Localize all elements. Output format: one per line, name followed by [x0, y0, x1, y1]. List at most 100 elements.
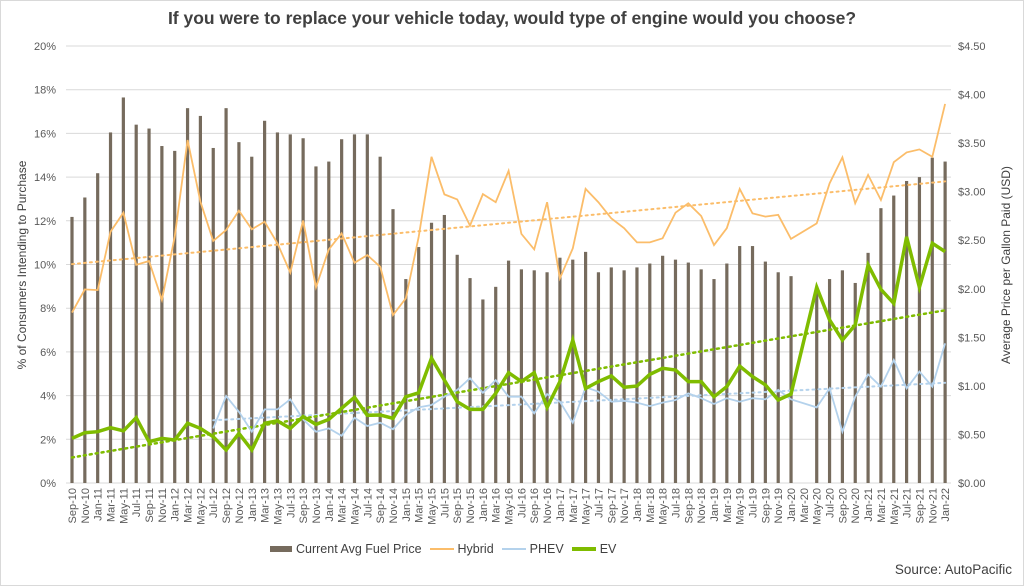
x-tick: May-16 — [504, 488, 516, 525]
y-tick-left: 12% — [34, 216, 56, 228]
x-tick: Sep-15 — [452, 488, 464, 523]
x-tick: Nov-20 — [850, 488, 862, 523]
x-tick: Jan-18 — [632, 488, 644, 522]
bar-fuel-price — [327, 161, 331, 483]
x-tick: Jul-14 — [362, 488, 374, 518]
x-tick: Mar-19 — [722, 488, 734, 523]
bar-fuel-price — [288, 134, 292, 484]
y-tick-right: $2.00 — [958, 284, 986, 296]
x-tick: Sep-13 — [298, 488, 310, 523]
x-tick: Jul-17 — [593, 488, 605, 518]
x-tick: Jul-11 — [131, 488, 143, 517]
source-note: Source: AutoPacific — [894, 562, 1012, 577]
x-tick: Jan-20 — [786, 488, 798, 522]
bar-fuel-price — [455, 254, 459, 483]
bar-fuel-price — [237, 142, 241, 483]
x-tick: Nov-15 — [465, 488, 477, 523]
legend-swatch-hybrid — [429, 548, 454, 550]
x-tick: Sep-12 — [221, 488, 233, 523]
x-tick: May-14 — [349, 488, 361, 525]
y-tick-left: 14% — [34, 172, 56, 184]
chart-title: If you were to replace your vehicle toda… — [167, 8, 857, 28]
x-tick: May-13 — [272, 488, 284, 525]
bar-fuel-price — [892, 195, 896, 483]
legend-label: Current Avg Fuel Price — [296, 542, 422, 556]
bar-fuel-price — [134, 124, 138, 483]
bar-fuel-price — [70, 216, 74, 483]
bar-fuel-price — [301, 138, 305, 483]
y-axis-title-right: Average Price per Gallon Paid (USD) — [999, 166, 1013, 364]
x-tick: Nov-16 — [542, 488, 554, 523]
bar-fuel-price — [185, 108, 190, 483]
y-tick-right: $0.50 — [958, 429, 986, 441]
x-tick: May-15 — [427, 488, 439, 525]
x-tick: Sep-18 — [683, 488, 695, 523]
x-tick: Nov-19 — [773, 488, 785, 523]
y-tick-right: $2.50 — [958, 235, 986, 247]
bar-fuel-price — [211, 147, 215, 483]
legend-item-hybrid: Hybrid — [429, 542, 494, 556]
x-tick: Sep-19 — [760, 488, 772, 523]
x-tick: Jan-11 — [93, 488, 105, 521]
x-tick: Jan-17 — [555, 488, 567, 522]
x-tick: Jul-18 — [670, 488, 682, 518]
x-tick: Mar-18 — [645, 488, 657, 523]
bar-fuel-price — [173, 150, 177, 483]
bar-fuel-price — [930, 157, 934, 483]
x-tick: Mar-20 — [799, 488, 811, 523]
legend-swatch-ev — [571, 547, 596, 551]
x-tick: Sep-10 — [67, 488, 79, 523]
y-tick-right: $3.00 — [958, 187, 986, 199]
bar-fuel-price — [635, 267, 639, 483]
x-tick: Sep-21 — [914, 488, 926, 523]
x-tick: Mar-11 — [106, 488, 118, 522]
bar-fuel-price — [725, 263, 729, 483]
line-hybrid — [71, 103, 946, 317]
bar-fuel-price — [391, 209, 395, 483]
x-tick: May-18 — [658, 488, 670, 525]
x-tick: Jan-13 — [247, 488, 259, 522]
x-tick: Mar-16 — [491, 488, 503, 523]
bar-fuel-price — [352, 134, 357, 484]
x-tick: Mar-12 — [183, 488, 195, 523]
bar-fuel-price — [263, 120, 267, 483]
bar-fuel-price — [686, 262, 690, 483]
x-tick: May-19 — [735, 488, 747, 525]
x-tick: Nov-21 — [927, 488, 939, 523]
x-tick: Jan-16 — [478, 488, 490, 522]
y-tick-left: 16% — [34, 128, 56, 140]
bar-fuel-price — [198, 115, 202, 484]
bar-fuel-price — [160, 146, 164, 483]
legend-label: PHEV — [529, 542, 564, 556]
bar-fuel-price — [917, 177, 922, 483]
bar-fuel-price — [442, 214, 446, 483]
legend-swatch-fuel — [270, 546, 292, 552]
bar-fuel-price — [121, 97, 125, 484]
y-tick-left: 2% — [40, 434, 56, 446]
x-tick: Jan-21 — [863, 488, 875, 522]
legend-item-ev: EV — [571, 542, 617, 556]
y-tick-left: 6% — [40, 347, 56, 359]
bar-fuel-price — [96, 173, 100, 483]
legend-label: EV — [599, 542, 617, 556]
x-tick: Mar-13 — [260, 488, 272, 523]
bar-fuel-price — [750, 246, 755, 483]
x-tick: Jan-14 — [324, 488, 336, 522]
bar-fuel-price — [365, 134, 369, 484]
x-tick: May-21 — [889, 488, 901, 525]
bar-fuel-price — [827, 279, 832, 483]
x-tick: Sep-16 — [529, 488, 541, 523]
y-tick-right: $4.00 — [958, 90, 986, 102]
bar-fuel-price — [494, 286, 498, 483]
y-tick-right: $0.00 — [958, 478, 986, 490]
bar-fuel-price — [622, 270, 626, 483]
y-tick-right: $4.50 — [958, 41, 986, 53]
bar-fuel-price — [853, 282, 857, 483]
x-tick: Jan-19 — [709, 488, 721, 522]
x-tick: May-12 — [195, 488, 207, 525]
bar-fuel-price — [776, 272, 780, 483]
x-tick: Jan-22 — [940, 488, 952, 522]
bar-fuel-price — [712, 279, 716, 483]
x-tick: Nov-18 — [696, 488, 708, 523]
x-tick: Jul-12 — [208, 488, 220, 518]
